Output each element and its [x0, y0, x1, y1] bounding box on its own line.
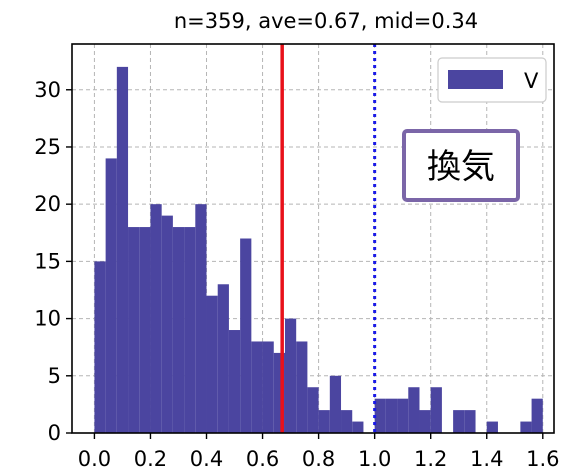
- annotation-label: 換気: [427, 147, 495, 187]
- x-tick-label: 0.0: [78, 447, 111, 471]
- x-tick-label: 1.6: [526, 447, 559, 471]
- plot-frame: [71, 43, 555, 434]
- histogram-bar: [228, 330, 241, 433]
- x-tick-label: 0.4: [190, 447, 223, 471]
- x-axis: 0.0 0.2 0.4 0.6 0.8 1.0 1.2 1.4 1.6: [78, 433, 559, 471]
- x-tick-label: 1.2: [414, 447, 447, 471]
- histogram-bar: [318, 410, 330, 433]
- histogram-bar: [206, 295, 218, 433]
- histogram-bar: [486, 421, 498, 433]
- histogram-bar: [374, 398, 386, 433]
- histogram-bar: [397, 398, 409, 433]
- x-tick-label: 1.4: [470, 447, 503, 471]
- y-tick-label: 10: [34, 307, 61, 331]
- histogram-bar: [307, 387, 319, 433]
- histogram-bar: [296, 341, 308, 433]
- y-axis: 0 5 10 15 20 25 30: [34, 78, 72, 445]
- x-tick-label: 1.0: [358, 447, 391, 471]
- annotation-box: 換気: [402, 129, 520, 202]
- y-tick-label: 15: [34, 249, 61, 273]
- histogram-bar: [139, 227, 151, 433]
- histogram-bar: [251, 341, 263, 433]
- histogram-bar: [352, 421, 364, 433]
- histogram-bar: [273, 352, 285, 433]
- chart-title: n=359, ave=0.67, mid=0.34: [174, 9, 478, 33]
- histogram-bar: [341, 410, 353, 433]
- histogram-bar: [284, 318, 297, 433]
- x-tick-label: 0.2: [134, 447, 167, 471]
- y-tick-label: 25: [34, 135, 61, 159]
- histogram-bar: [520, 421, 532, 433]
- histogram-bar: [240, 238, 252, 433]
- y-tick-label: 30: [34, 78, 61, 102]
- histogram-bar: [419, 410, 431, 433]
- histogram-bar: [408, 387, 420, 433]
- reference-lines: [280, 44, 377, 433]
- legend-label: V: [524, 69, 539, 93]
- histogram-bar: [128, 227, 140, 433]
- legend: V: [437, 57, 547, 103]
- histogram-bar: [329, 375, 342, 433]
- y-tick-label: 5: [48, 364, 61, 388]
- histogram-bar: [172, 227, 185, 433]
- y-tick-label: 0: [48, 421, 61, 445]
- annotation-border: [402, 129, 520, 202]
- histogram-bar: [105, 158, 117, 434]
- histogram-bar: [464, 410, 476, 433]
- histogram-bar: [430, 387, 442, 433]
- histogram-bar: [161, 215, 173, 433]
- histogram-bars: [94, 66, 543, 434]
- histogram-bar: [262, 341, 274, 433]
- histogram-bar: [150, 204, 162, 433]
- histogram-bar: [195, 204, 207, 433]
- histogram-bar: [116, 66, 129, 433]
- histogram-bar: [531, 398, 543, 433]
- y-tick-label: 20: [34, 192, 61, 216]
- histogram-bar: [94, 261, 106, 433]
- histogram-bar: [385, 398, 398, 433]
- legend-swatch: [448, 70, 503, 89]
- x-tick-label: 0.8: [302, 447, 335, 471]
- x-tick-label: 0.6: [246, 447, 279, 471]
- histogram-bar: [453, 410, 465, 433]
- histogram-bar: [217, 284, 229, 433]
- histogram-bar: [184, 227, 196, 433]
